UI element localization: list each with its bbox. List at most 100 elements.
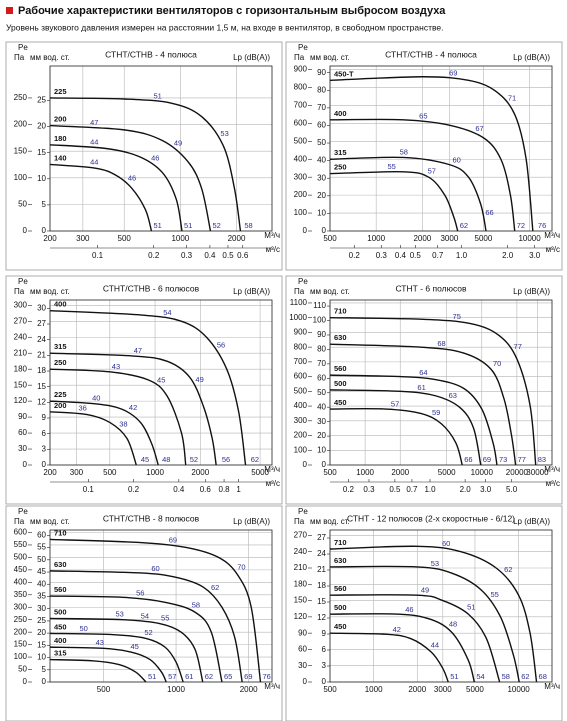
chart-title: СТНТ/СТНВ - 4 полюса [105,49,197,59]
series-label: 200 [54,115,67,124]
fan-curve [49,411,137,466]
fan-curve [49,646,167,683]
lp-label: 77 [518,455,526,464]
y2-tick-label: 55 [37,543,46,552]
x2-tick-label: 0.3 [376,251,388,260]
chart-title: СТНТ/СТНВ - 4 полюса [385,49,477,59]
y2-tick-label: 30 [317,417,326,426]
y2-tick-label: 0 [42,226,47,235]
x2-tick-label: 0.2 [148,251,160,260]
lp-label: 52 [190,455,198,464]
y-tick-label: 270 [294,531,308,540]
series-label: 630 [54,560,67,569]
y-tick-label: 150 [294,596,308,605]
lp-label: 53 [115,610,123,619]
y2-tick-label: 30 [37,303,46,312]
x-tick-label: 30000 [526,468,549,477]
lp-label: 68 [539,672,547,681]
x-tick-label: 1000 [365,685,383,694]
y-tick-label: 200 [294,190,308,199]
fan-curve [49,309,247,466]
x2-axis-label: м³/с [266,245,280,254]
lp-label: 55 [491,590,499,599]
lp-label: 54 [163,308,171,317]
x-tick-label: 500 [118,234,132,243]
lp-label: 55 [387,162,395,171]
lp-label: 62 [205,672,213,681]
y2-tick-label: 30 [317,173,326,182]
y-tick-label: 0 [23,677,28,686]
lp-label: 58 [502,672,510,681]
x-axis-label: М³/ч [544,465,560,474]
y-axis-top-label: Pe [18,277,28,286]
lp-label: 58 [244,221,252,230]
lp-label: 45 [157,376,165,385]
lp-label: 69 [169,535,177,544]
x-tick-label: 5000 [438,468,456,477]
x-tick-label: 500 [323,468,337,477]
x2-tick-label: 3.0 [480,485,492,494]
lp-label: 51 [153,91,161,100]
x-tick-label: 300 [70,468,84,477]
y-tick-label: 250 [14,615,28,624]
y-tick-label: 300 [14,602,28,611]
y-tick-label: 120 [14,396,28,405]
y-tick-label: 1100 [290,298,308,307]
y-tick-label: 150 [14,146,28,155]
x2-axis-label: м³/с [546,245,560,254]
x-tick-label: 300 [76,234,90,243]
y2-tick-label: 70 [317,359,326,368]
y2-tick-label: 60 [317,121,326,130]
plot-frame [49,529,273,683]
series-label: 225 [54,390,67,399]
series-label: 225 [54,87,67,96]
y2-tick-label: 50 [317,138,326,147]
y2-tick-label: 21 [37,350,46,359]
fan-curve [49,400,159,466]
y2-tick-label: 18 [317,581,326,590]
x2-tick-label: 0.7 [406,485,418,494]
y-axis-top-label: Pe [18,43,28,52]
fan-curve [329,118,516,232]
x-tick-label: 500 [103,468,117,477]
x-tick-label: 10000 [507,685,530,694]
y2-tick-label: 25 [37,96,46,105]
series-label: 710 [334,307,347,316]
y2-tick-label: 15 [37,148,46,157]
y2-tick-label: 10 [317,446,326,455]
x2-tick-label: 0.2 [349,251,361,260]
lp-label: 51 [184,221,192,230]
lp-label: 61 [185,672,193,681]
page-title: Рабочие характеристики вентиляторов с го… [18,5,446,17]
plot-frame [329,65,553,232]
y2-tick-label: 15 [37,382,46,391]
lp-label: 76 [263,672,271,681]
y-tick-label: 900 [294,328,308,337]
y-tick-label: 500 [294,136,308,145]
lp-label: 45 [131,642,139,651]
fan-curve [49,124,212,232]
lp-label: 43 [96,638,104,647]
lp-label: 54 [476,672,484,681]
x2-tick-label: 0.4 [204,251,216,260]
panel-frame [5,505,283,721]
lp-label: 64 [419,368,427,377]
lp-label: 36 [78,404,86,413]
y-tick-label: 100 [14,173,28,182]
series-label: 250 [334,163,347,172]
lp-label: 65 [419,111,427,120]
lp-label: 65 [224,672,232,681]
lp-label: 63 [449,391,457,400]
y-axis-label: Па [294,517,305,526]
fan-curve [329,389,482,466]
y2-tick-label: 0 [42,677,47,686]
x2-tick-label: 0.6 [237,251,249,260]
y-tick-label: 180 [14,364,28,373]
y-tick-label: 100 [14,652,28,661]
lp-label: 56 [217,340,225,349]
y2-tick-label: 6 [42,429,47,438]
y2-tick-label: 35 [37,592,46,601]
x2-tick-label: 0.5 [410,251,422,260]
x2-tick-label: 5.0 [506,485,518,494]
